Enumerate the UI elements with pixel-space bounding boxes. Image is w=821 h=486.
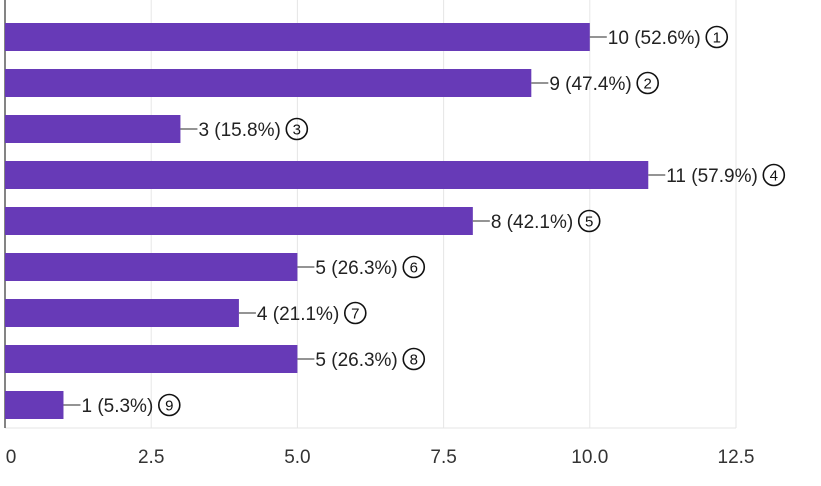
category-marker: 6 xyxy=(410,260,418,277)
data-label: 11 (57.9%) xyxy=(666,166,758,187)
x-tick-label: 5.0 xyxy=(284,447,310,468)
bar xyxy=(5,161,649,189)
category-marker-circle xyxy=(705,25,729,49)
bar xyxy=(5,115,181,143)
category-marker-circle xyxy=(343,301,367,325)
category-marker: 1 xyxy=(713,30,721,47)
bars xyxy=(5,23,649,419)
x-axis-ticks: 0 2.5 5.0 7.5 10.0 12.5 xyxy=(6,447,755,468)
category-marker: 3 xyxy=(293,122,301,139)
category-marker-circle xyxy=(402,255,426,279)
category-marker-circle xyxy=(636,71,659,95)
x-tick-label: 7.5 xyxy=(430,447,456,468)
bar xyxy=(5,253,298,281)
category-marker-circle xyxy=(402,347,426,371)
bar xyxy=(5,345,298,373)
x-tick-label: 0 xyxy=(6,447,17,468)
data-label: 8 (42.1%) xyxy=(491,212,573,233)
category-marker-circle xyxy=(285,117,309,141)
category-marker: 2 xyxy=(644,76,652,93)
data-label: 9 (47.4%) xyxy=(549,74,631,95)
bar xyxy=(5,69,532,97)
x-tick-label: 2.5 xyxy=(138,447,164,468)
data-label: 10 (52.6%) xyxy=(608,28,701,49)
category-marker: 8 xyxy=(410,352,418,369)
category-marker: 5 xyxy=(585,214,593,231)
bar xyxy=(5,23,590,51)
bar xyxy=(5,207,473,235)
category-marker-circle xyxy=(577,209,601,233)
data-label: 4 (21.1%) xyxy=(257,304,339,325)
x-tick-label: 10.0 xyxy=(571,447,608,468)
x-tick-label: 12.5 xyxy=(718,447,755,468)
data-label: 1 (5.3%) xyxy=(81,396,153,417)
data-label: 5 (26.3%) xyxy=(315,258,397,279)
data-labels: 10 (52.6%) 1 9 (47.4%) 2 3 (15.8%) 3 11 (57.9%… xyxy=(63,25,786,417)
category-marker: 7 xyxy=(351,306,359,323)
category-marker-circle xyxy=(157,393,181,417)
category-marker: 9 xyxy=(165,398,173,415)
category-marker-circle xyxy=(762,163,786,187)
data-label: 5 (26.3%) xyxy=(315,350,397,371)
category-marker: 4 xyxy=(770,168,778,185)
data-label: 3 (15.8%) xyxy=(198,120,280,141)
bar xyxy=(5,299,239,327)
bar xyxy=(5,391,64,419)
